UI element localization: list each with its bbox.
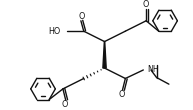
Text: O: O (143, 0, 149, 9)
Text: HO: HO (48, 27, 60, 36)
Text: NH: NH (147, 65, 159, 74)
Text: O: O (79, 12, 85, 21)
Polygon shape (103, 42, 106, 68)
Text: O: O (62, 100, 68, 109)
Text: O: O (118, 90, 125, 99)
